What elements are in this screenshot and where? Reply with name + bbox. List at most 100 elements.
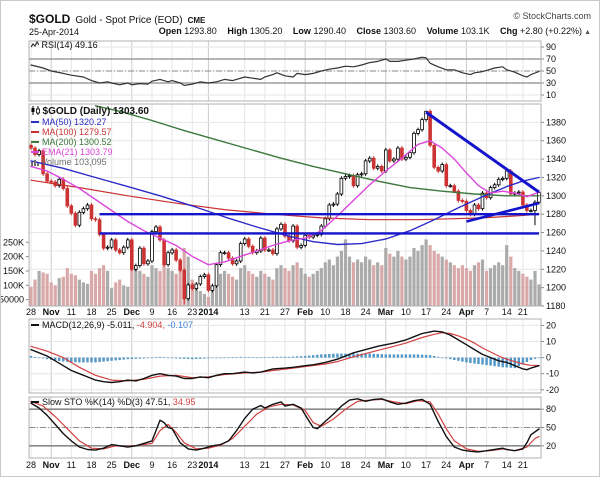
ma50-label: MA(50)	[42, 117, 72, 127]
svg-text:Apr: Apr	[459, 307, 475, 317]
legend-ma200: MA(200) 1300.52	[31, 137, 149, 147]
svg-text:10: 10	[320, 307, 330, 317]
panel-borders	[28, 40, 542, 459]
svg-text:80: 80	[546, 404, 556, 414]
ticker-exchange: CME	[187, 16, 206, 25]
sto-legend: Slow STO %K(14) %D(3) 47.51, 34.95	[31, 397, 195, 407]
svg-text:30: 30	[546, 78, 556, 88]
svg-text:23: 23	[187, 307, 197, 317]
indicator-line-icon	[30, 40, 40, 48]
svg-text:21: 21	[260, 460, 270, 470]
svg-text:200K: 200K	[3, 252, 24, 262]
volume-label: Volume	[41, 157, 72, 167]
ma200-label: MA(200)	[42, 137, 77, 147]
sto-legend-label: Slow STO %K(14) %D(3)	[42, 397, 143, 407]
legend-ema21: EMA(21) 1303.79	[31, 147, 149, 157]
svg-text:18: 18	[340, 460, 350, 470]
svg-text:14: 14	[502, 460, 512, 470]
svg-text:24: 24	[441, 307, 451, 317]
legend-ma100: MA(100) 1279.57	[31, 127, 149, 137]
svg-text:1380: 1380	[546, 117, 566, 127]
svg-text:28: 28	[26, 460, 36, 470]
axis-labels: 9070503010138013601340132013001280126012…	[1, 42, 566, 470]
svg-text:13: 13	[240, 307, 250, 317]
quote-high-value: 1305.20	[249, 26, 283, 36]
svg-text:9: 9	[149, 460, 154, 470]
ema21-swatch	[31, 150, 39, 153]
svg-text:10: 10	[546, 90, 556, 100]
svg-text:23: 23	[187, 460, 197, 470]
svg-text:20: 20	[546, 441, 556, 451]
price-trendlines	[99, 111, 540, 235]
svg-text:250K: 250K	[3, 237, 24, 247]
svg-text:1340: 1340	[546, 154, 566, 164]
svg-text:21: 21	[518, 460, 528, 470]
svg-text:1300: 1300	[546, 191, 566, 201]
svg-text:24: 24	[441, 460, 451, 470]
quote-chg-value: +2.80 (+0.22%)	[520, 26, 583, 36]
svg-text:9: 9	[149, 307, 154, 317]
ticker-description: Gold - Spot Price (EOD)	[75, 15, 183, 26]
sto-lines	[30, 398, 540, 453]
svg-text:Feb: Feb	[297, 307, 314, 317]
ma50-swatch	[31, 120, 39, 123]
ma50-value: 1320.27	[74, 117, 107, 127]
svg-text:-20: -20	[546, 385, 559, 395]
svg-text:18: 18	[86, 307, 96, 317]
candlestick-icon	[31, 106, 40, 115]
svg-text:Nov: Nov	[43, 460, 60, 470]
up-arrow-icon: ▲	[584, 29, 591, 36]
volume-bars	[29, 239, 541, 306]
macd-lines	[30, 330, 540, 384]
svg-text:Nov: Nov	[43, 307, 60, 317]
svg-text:13: 13	[240, 460, 250, 470]
rsi-line-layer	[30, 56, 540, 86]
volume-bars-icon	[31, 160, 39, 166]
svg-text:0: 0	[546, 353, 551, 363]
quote-close-label: Close	[356, 26, 382, 36]
svg-text:Dec: Dec	[124, 460, 141, 470]
ma100-swatch	[31, 130, 39, 133]
svg-text:2014: 2014	[198, 460, 218, 470]
macd-value-2: -4.904,	[136, 320, 165, 330]
svg-text:1280: 1280	[546, 209, 566, 219]
copyright: © StockCharts.com	[513, 11, 591, 21]
ma100-label: MA(100)	[42, 127, 77, 137]
quote-low-label: Low	[292, 26, 311, 36]
svg-text:16: 16	[167, 460, 177, 470]
ma100-value: 1279.57	[79, 127, 112, 137]
svg-text:27: 27	[280, 307, 290, 317]
svg-text:16: 16	[167, 307, 177, 317]
sto-value-2: 34.95	[172, 397, 196, 407]
svg-text:28: 28	[26, 307, 36, 317]
quote-close-value: 1303.60	[383, 26, 417, 36]
quote-open-value: 1293.80	[184, 26, 217, 36]
svg-text:17: 17	[421, 460, 431, 470]
price-legend-title: $GOLD (Daily)	[42, 106, 111, 117]
svg-text:Dec: Dec	[124, 307, 141, 317]
svg-text:10: 10	[401, 460, 411, 470]
svg-text:18: 18	[86, 460, 96, 470]
svg-text:1220: 1220	[546, 264, 566, 274]
svg-text:Apr: Apr	[459, 460, 475, 470]
volume-value: 103,095	[74, 157, 107, 167]
svg-text:Feb: Feb	[297, 460, 314, 470]
svg-text:11: 11	[67, 307, 76, 317]
ema21-value: 1303.79	[80, 147, 113, 157]
svg-text:24: 24	[361, 307, 371, 317]
price-legend-last: 1303.60	[112, 106, 149, 117]
svg-text:100K: 100K	[3, 280, 24, 290]
svg-text:1200: 1200	[546, 283, 566, 293]
macd-legend: MACD(12,26,9) -5.011, -4.904, -0.107	[31, 320, 193, 330]
svg-text:7: 7	[484, 460, 489, 470]
price-legend: $GOLD (Daily) 1303.60 MA(50) 1320.27 MA(…	[31, 106, 149, 167]
chart-date: 25-Apr-2014	[29, 27, 80, 37]
svg-text:50: 50	[546, 66, 556, 76]
svg-text:150K: 150K	[3, 266, 24, 276]
svg-text:10: 10	[320, 460, 330, 470]
macd-histogram	[29, 353, 541, 369]
svg-text:50: 50	[546, 423, 556, 433]
svg-text:24: 24	[361, 460, 371, 470]
